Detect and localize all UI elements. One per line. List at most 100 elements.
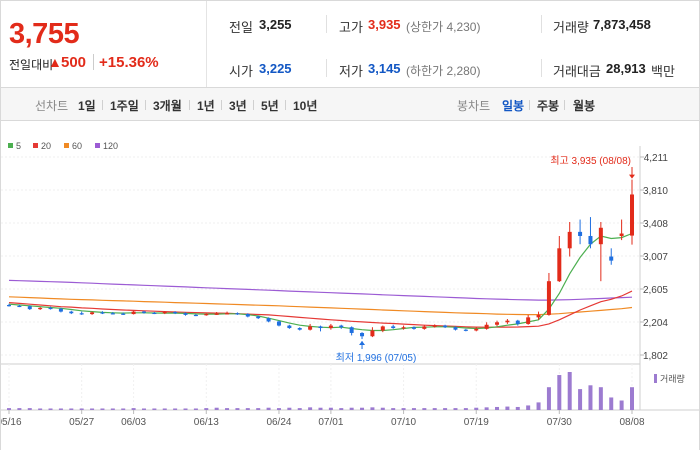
tab-5y[interactable]: 5년 <box>261 99 279 113</box>
divider <box>189 100 190 110</box>
candle-body <box>48 307 53 310</box>
amount-value: 28,913 <box>606 61 646 76</box>
candle-body <box>7 305 11 307</box>
volume-bar <box>17 408 22 410</box>
tab-1w[interactable]: 1주일 <box>110 99 139 113</box>
volume-bar <box>27 408 32 410</box>
candle-body <box>276 321 281 326</box>
volume-bar <box>58 408 63 410</box>
divider <box>529 100 530 110</box>
divider <box>326 15 327 33</box>
candle-body <box>152 312 157 315</box>
candle-body <box>69 311 74 314</box>
up-arrow-icon: ▲ <box>48 54 62 70</box>
divider <box>285 100 286 110</box>
candle-body <box>391 326 396 329</box>
candle-body <box>380 326 385 331</box>
tab-3m[interactable]: 3개월 <box>153 99 182 113</box>
volume-bar <box>276 408 281 410</box>
candle-body <box>328 325 333 329</box>
candle-body <box>546 281 551 315</box>
volume-bar <box>48 408 53 410</box>
y-tick-label: 3,810 <box>643 186 668 197</box>
volume-bar <box>69 408 74 410</box>
y-tick-label: 3,408 <box>643 219 668 230</box>
chart-period-toolbar: 선차트 1일 1주일 3개월 1년 3년 5년 10년 봉차트 일봉 주봉 월봉 <box>0 87 700 121</box>
legend-swatch-ma5 <box>8 143 13 148</box>
volume-bar <box>256 408 261 410</box>
candle-body <box>588 235 593 245</box>
candle-body <box>38 307 43 310</box>
y-tick-label: 2,204 <box>643 318 668 329</box>
volume-bar <box>225 408 230 410</box>
divider <box>253 100 254 110</box>
candle-body <box>173 312 178 314</box>
volume-bar <box>453 408 458 410</box>
tab-monthly[interactable]: 월봉 <box>573 99 596 113</box>
volume-bar <box>287 407 292 410</box>
volume-bar <box>546 387 551 410</box>
tab-1y[interactable]: 1년 <box>197 99 215 113</box>
volume-bar <box>443 408 448 410</box>
volume-bar <box>598 387 603 410</box>
high-annotation: 최고 3,935 (08/08) <box>550 155 631 167</box>
volume-bar <box>141 408 146 410</box>
candle-body <box>422 326 427 329</box>
volume-bar <box>360 407 365 410</box>
volume-label: 거래량 <box>553 20 589 35</box>
legend-swatch-ma60 <box>64 143 69 148</box>
price-box: 3,755 전일대비 ▲ 500 +15.36% <box>1 1 207 88</box>
tab-10y[interactable]: 10년 <box>293 99 318 113</box>
volume-legend-label: 거래량 <box>660 373 685 384</box>
candle-body <box>526 317 531 324</box>
divider <box>102 100 103 110</box>
candle-body <box>474 328 479 331</box>
candle-body <box>110 313 115 315</box>
tab-weekly[interactable]: 주봉 <box>537 99 560 113</box>
volume-bar <box>173 408 178 410</box>
volume-bar <box>308 407 313 410</box>
y-tick-label: 2,605 <box>643 285 668 296</box>
candle-body <box>193 314 198 317</box>
candle-body <box>27 306 32 310</box>
legend-ma5: 5 <box>16 141 21 151</box>
tab-1d[interactable]: 1일 <box>78 99 96 113</box>
change-rate: +15.36% <box>99 54 159 71</box>
volume-bar <box>204 408 209 410</box>
upper-limit: (상한가 4,230) <box>406 20 481 34</box>
candle-body <box>432 325 437 327</box>
candle-body <box>308 326 313 330</box>
volume-bar <box>183 408 188 410</box>
volume-bar <box>245 408 250 410</box>
volume-bar <box>391 408 396 410</box>
x-tick-label: 07/10 <box>391 417 416 428</box>
tab-daily[interactable]: 일봉 <box>502 99 525 113</box>
chart-legend: 5 20 60 120 <box>8 141 118 151</box>
candle-body <box>318 326 323 329</box>
amount-unit: 백만 <box>651 64 675 79</box>
x-tick-label: 08/08 <box>619 417 644 428</box>
candle-body <box>484 324 489 329</box>
volume-bar <box>401 408 406 410</box>
volume-bar <box>266 407 271 410</box>
volume-bar <box>110 408 115 410</box>
divider <box>326 59 327 77</box>
tab-3y[interactable]: 3년 <box>229 99 247 113</box>
candle-body <box>557 248 562 282</box>
prev-close-value: 3,255 <box>259 17 292 32</box>
candle-body <box>339 325 344 328</box>
stock-summary-header: 3,755 전일대비 ▲ 500 +15.36% 전일 3,255 고가 3,9… <box>0 0 700 88</box>
volume-bar <box>474 407 479 410</box>
divider <box>93 54 94 70</box>
candle-body <box>17 305 22 308</box>
lower-limit: (하한가 2,280) <box>406 64 481 78</box>
candle-body <box>58 308 63 312</box>
ma60-line <box>8 296 633 316</box>
volume-bar <box>484 407 489 410</box>
high-arrow-icon <box>629 174 635 179</box>
candle-body <box>578 231 583 236</box>
candle-body <box>141 311 146 313</box>
candle-body <box>214 313 219 315</box>
change-label: 전일대비 <box>9 58 54 72</box>
legend-swatch-ma20 <box>33 143 38 148</box>
